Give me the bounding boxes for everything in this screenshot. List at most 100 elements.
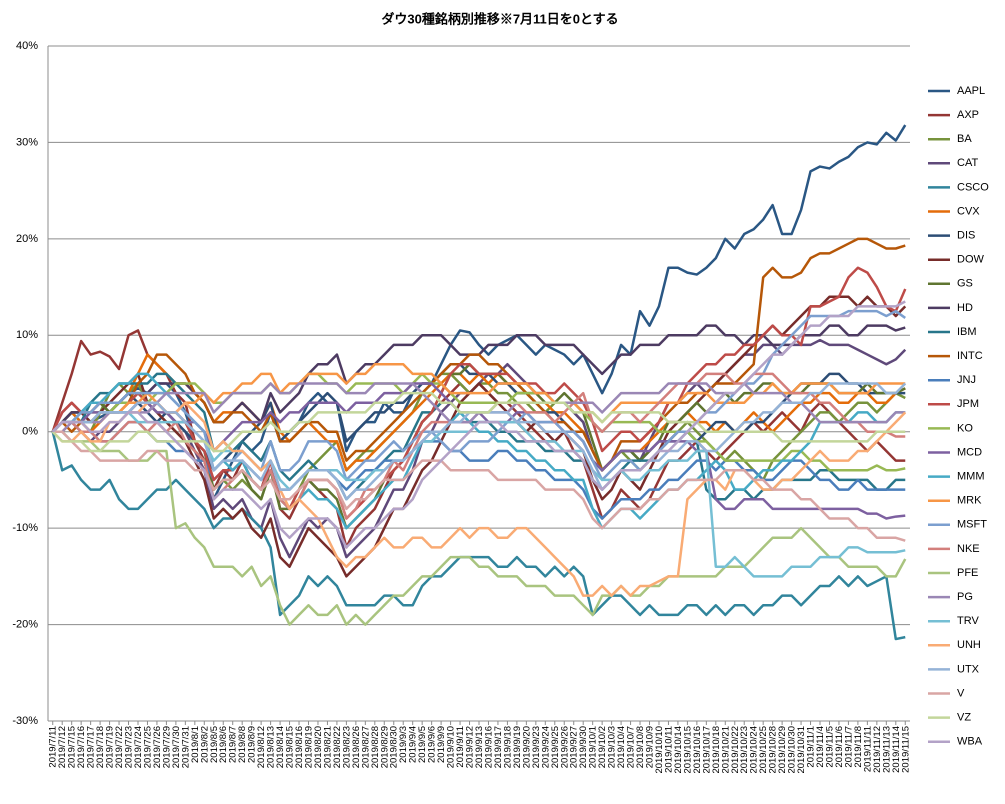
x-tick-label: 2019/7/22 [114, 726, 125, 768]
series-line [52, 430, 906, 542]
x-tick-label: 2019/7/15 [67, 726, 78, 768]
x-tick-label: 2019/7/24 [133, 726, 144, 768]
series-line [51, 300, 906, 549]
x-tick-label: 2019/9/17 [493, 726, 504, 768]
x-tick-label: 2019/9/9 [436, 726, 447, 763]
y-tick-label: -30% [12, 715, 38, 727]
x-tick-label: 2019/8/28 [370, 726, 381, 768]
x-tick-label: 2019/8/12 [256, 726, 267, 768]
x-tick-label: 2019/7/31 [180, 726, 191, 768]
x-tick-label: 2019/8/21 [322, 726, 333, 768]
x-tick-label: 2019/9/27 [569, 726, 580, 768]
x-tick-label: 2019/10/18 [711, 726, 722, 774]
x-tick-label: 2019/10/7 [626, 726, 637, 768]
legend-label: MCD [957, 446, 982, 458]
legend-label: INTC [957, 350, 983, 362]
legend-label: JNJ [957, 374, 976, 386]
x-tick-label: 2019/8/30 [389, 726, 400, 768]
x-tick-label: 2019/10/29 [777, 726, 788, 774]
x-tick-label: 2019/9/11 [455, 726, 466, 768]
x-tick-label: 2019/10/21 [720, 726, 731, 774]
x-tick-label: 2019/9/16 [483, 726, 494, 768]
x-tick-label: 2019/8/5 [209, 726, 220, 763]
legend-label: VZ [957, 712, 971, 724]
x-tick-label: 2019/10/15 [682, 726, 693, 774]
x-tick-label: 2019/11/12 [872, 726, 883, 773]
series-line [51, 372, 906, 472]
legend-label: HD [957, 302, 973, 314]
legend-label: CSCO [957, 181, 989, 193]
x-tick-label: 2019/9/23 [531, 726, 542, 768]
y-tick-label: -10% [12, 522, 38, 534]
x-tick-label: 2019/7/23 [124, 726, 135, 768]
x-tick-label: 2019/8/1 [190, 726, 201, 763]
legend-label: WBA [957, 736, 983, 748]
x-tick-label: 2019/11/11 [862, 726, 873, 772]
series-line [51, 391, 906, 453]
x-tick-label: 2019/8/13 [266, 726, 277, 768]
x-tick-label: 2019/8/29 [379, 726, 390, 768]
y-tick-label: 20% [16, 233, 38, 245]
legend-label: UTX [957, 663, 980, 675]
x-tick-label: 2019/9/26 [559, 726, 570, 768]
x-tick-label: 2019/8/23 [341, 726, 352, 768]
x-tick-label: 2019/8/20 [313, 726, 324, 768]
x-tick-label: 2019/7/16 [76, 726, 87, 768]
x-tick-label: 2019/10/10 [654, 726, 665, 774]
x-tick-label: 2019/7/26 [152, 726, 163, 768]
x-tick-label: 2019/11/6 [834, 726, 845, 768]
x-tick-label: 2019/8/15 [285, 726, 296, 768]
legend-label: AAPL [957, 85, 985, 97]
x-tick-label: 2019/9/20 [521, 726, 532, 768]
x-tick-label: 2019/9/5 [417, 726, 428, 763]
x-tick-label: 2019/9/24 [540, 726, 551, 768]
x-tick-label: 2019/11/7 [843, 726, 854, 768]
legend-label: UNH [957, 639, 981, 651]
x-tick-label: 2019/8/6 [218, 726, 229, 763]
x-tick-label: 2019/9/18 [502, 726, 513, 768]
chart-title: ダウ30種銘柄別推移※7月11日を0とする [381, 11, 618, 26]
x-tick-label: 2019/7/30 [171, 726, 182, 768]
legend-label: JPM [957, 398, 979, 410]
x-tick-label: 2019/11/13 [881, 726, 892, 773]
legend-label: CVX [957, 205, 980, 217]
x-tick-label: 2019/10/14 [673, 726, 684, 774]
x-tick-label: 2019/9/3 [398, 726, 409, 763]
x-tick-label: 2019/10/23 [739, 726, 750, 774]
x-tick-label: 2019/9/30 [578, 726, 589, 768]
x-tick-label: 2019/9/4 [408, 726, 419, 763]
x-tick-label: 2019/7/29 [161, 726, 172, 768]
legend-label: PG [957, 591, 973, 603]
x-tick-label: 2019/10/30 [787, 726, 798, 774]
x-tick-label: 2019/8/9 [247, 726, 258, 763]
x-tick-label: 2019/8/19 [303, 726, 314, 768]
x-tick-label: 2019/10/31 [796, 726, 807, 774]
legend-label: DOW [957, 254, 985, 266]
x-tick-label: 2019/10/17 [701, 726, 712, 774]
x-tick-label: 2019/7/11 [48, 726, 59, 768]
legend-label: MRK [957, 495, 982, 507]
legend-label: IBM [957, 326, 977, 338]
x-tick-label: 2019/10/9 [645, 726, 656, 768]
lines [51, 124, 907, 641]
y-tick-label: -20% [12, 618, 38, 630]
legend-label: TRV [957, 615, 979, 627]
x-tick-label: 2019/7/19 [105, 726, 116, 768]
legend: AAPL AXP BA CAT CSCO CVX DIS DOW GS HD IBM INTC JNJ J… [928, 85, 989, 748]
x-tick-label: 2019/9/10 [446, 726, 457, 768]
x-tick-label: 2019/10/3 [607, 726, 618, 768]
x-tick-label: 2019/8/7 [228, 726, 239, 763]
x-tick-label: 2019/10/25 [758, 726, 769, 774]
x-tick-label: 2019/7/25 [142, 726, 153, 768]
legend-label: PFE [957, 567, 978, 579]
x-tick-label: 2019/7/18 [95, 726, 106, 768]
legend-label: KO [957, 422, 973, 434]
x-tick-label: 2019/10/4 [616, 726, 627, 768]
x-tick-label: 2019/8/2 [199, 726, 210, 763]
y-tick-label: 10% [16, 329, 38, 341]
x-tick-label: 2019/9/12 [465, 726, 476, 768]
x-tick-label: 2019/10/16 [692, 726, 703, 774]
x-tick-label: 2019/11/1 [806, 726, 817, 768]
series-line [52, 430, 907, 626]
